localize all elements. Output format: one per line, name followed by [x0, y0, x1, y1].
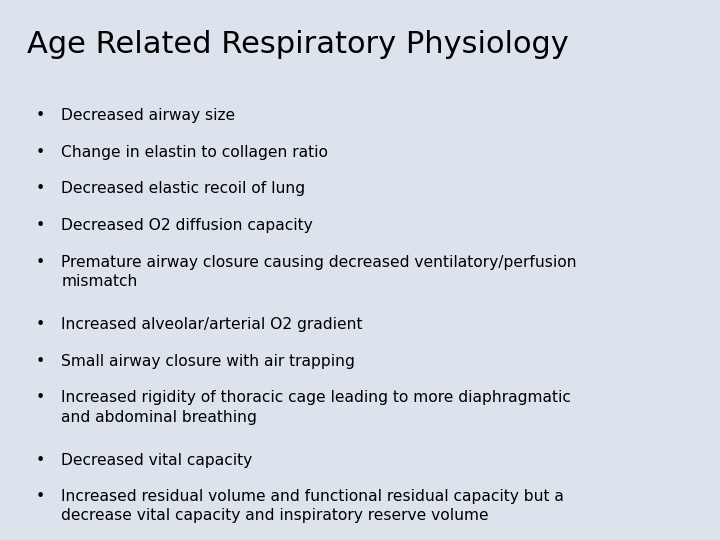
- Text: Decreased O2 diffusion capacity: Decreased O2 diffusion capacity: [61, 218, 313, 233]
- Text: •: •: [36, 390, 45, 406]
- Text: •: •: [36, 108, 45, 123]
- Text: •: •: [36, 255, 45, 270]
- Text: Increased alveolar/arterial O2 gradient: Increased alveolar/arterial O2 gradient: [61, 317, 363, 332]
- Text: Decreased vital capacity: Decreased vital capacity: [61, 453, 253, 468]
- Text: •: •: [36, 354, 45, 369]
- Text: Age Related Respiratory Physiology: Age Related Respiratory Physiology: [27, 30, 569, 59]
- Text: Change in elastin to collagen ratio: Change in elastin to collagen ratio: [61, 145, 328, 160]
- Text: •: •: [36, 145, 45, 160]
- Text: Increased rigidity of thoracic cage leading to more diaphragmatic
and abdominal : Increased rigidity of thoracic cage lead…: [61, 390, 571, 424]
- Text: •: •: [36, 317, 45, 332]
- Text: Premature airway closure causing decreased ventilatory/perfusion
mismatch: Premature airway closure causing decreas…: [61, 255, 577, 289]
- Text: Small airway closure with air trapping: Small airway closure with air trapping: [61, 354, 355, 369]
- Text: •: •: [36, 489, 45, 504]
- Text: •: •: [36, 181, 45, 197]
- Text: Increased residual volume and functional residual capacity but a
decrease vital : Increased residual volume and functional…: [61, 489, 564, 523]
- Text: Decreased airway size: Decreased airway size: [61, 108, 235, 123]
- Text: •: •: [36, 218, 45, 233]
- Text: •: •: [36, 453, 45, 468]
- Text: Decreased elastic recoil of lung: Decreased elastic recoil of lung: [61, 181, 305, 197]
